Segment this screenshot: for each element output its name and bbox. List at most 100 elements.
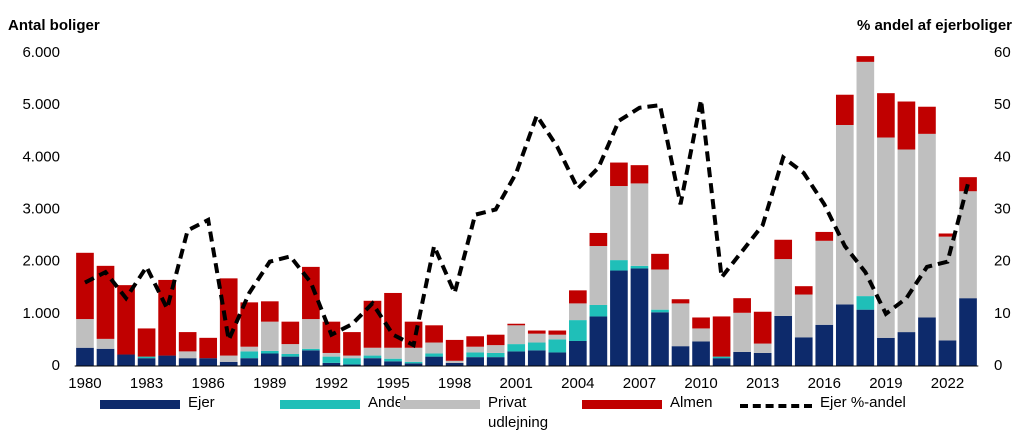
bar <box>260 321 279 351</box>
bar <box>219 355 238 362</box>
bar <box>466 336 484 347</box>
legend-swatch <box>280 400 360 409</box>
bar <box>466 357 484 366</box>
bar <box>589 246 608 305</box>
bar <box>671 299 690 304</box>
bar <box>856 296 875 310</box>
bar <box>651 269 669 310</box>
legend-swatch <box>582 400 662 409</box>
bar <box>199 337 218 359</box>
legend-item: Andel <box>280 394 463 413</box>
bar <box>835 304 854 366</box>
legend-item: Almen <box>582 394 765 413</box>
bar <box>548 330 567 335</box>
bar <box>815 240 834 325</box>
bar <box>733 298 751 313</box>
bar <box>322 321 341 353</box>
bar <box>466 346 484 353</box>
bar <box>363 355 382 359</box>
bar <box>733 351 751 366</box>
y2-tick-label: 60 <box>994 44 1011 61</box>
bar <box>507 344 526 352</box>
bar <box>918 317 936 366</box>
bar <box>486 345 505 353</box>
y-axis-title: Antal boliger <box>8 17 100 34</box>
legend-item: Ejer %-andel <box>740 394 906 413</box>
bar <box>363 358 382 366</box>
y2-tick-label: 0 <box>994 357 1002 374</box>
bar <box>589 304 608 317</box>
bar <box>569 340 587 366</box>
y-tick-label: 1.000 <box>22 305 60 322</box>
bar <box>630 165 649 184</box>
legend-swatch <box>100 400 180 409</box>
bar <box>671 303 690 347</box>
bar <box>651 309 669 313</box>
bar <box>815 324 834 366</box>
bar <box>753 311 772 344</box>
bar <box>343 332 361 356</box>
x-tick-label: 1983 <box>130 375 163 392</box>
bar <box>240 302 259 347</box>
bar <box>938 340 957 366</box>
bar <box>692 328 710 342</box>
bar <box>240 351 259 359</box>
bar <box>137 356 156 359</box>
legend-label: Privat udlejning <box>488 394 549 431</box>
bar <box>76 252 94 320</box>
bar <box>302 319 320 349</box>
bar <box>856 309 875 366</box>
bar <box>794 294 813 338</box>
legend-item: Ejer <box>100 394 283 413</box>
bar <box>877 93 895 138</box>
bar <box>117 354 135 366</box>
bar <box>527 350 546 366</box>
bar <box>692 341 710 366</box>
bar <box>589 232 608 247</box>
legend-label: Almen <box>670 394 713 411</box>
legend-swatch <box>740 404 812 408</box>
bar <box>897 101 916 150</box>
bar <box>404 347 423 362</box>
bar <box>96 265 115 339</box>
bar <box>877 337 895 366</box>
bar <box>343 358 361 365</box>
y-tick-label: 0 <box>52 357 60 374</box>
x-tick-label: 2004 <box>561 375 594 392</box>
bar <box>219 361 238 366</box>
bar <box>466 352 484 358</box>
bar <box>343 355 361 359</box>
bar <box>322 356 341 363</box>
bar <box>569 320 587 341</box>
bar <box>897 149 916 333</box>
y2-tick-label: 30 <box>994 200 1011 217</box>
y-tick-label: 6.000 <box>22 44 60 61</box>
bar <box>281 354 300 357</box>
y-tick-label: 2.000 <box>22 253 60 270</box>
bar <box>692 317 710 329</box>
bar <box>137 358 156 366</box>
bar <box>753 352 772 366</box>
bar <box>137 328 156 357</box>
bar <box>610 260 628 271</box>
y-tick-label: 3.000 <box>22 200 60 217</box>
y2-tick-label: 40 <box>994 148 1011 165</box>
bar <box>835 94 854 125</box>
bar <box>527 342 546 351</box>
bar <box>486 352 505 358</box>
bar <box>548 339 567 353</box>
bar <box>548 334 567 340</box>
bar <box>959 177 977 192</box>
bar <box>527 333 546 343</box>
bar <box>199 358 218 366</box>
line <box>84 99 970 349</box>
legend-item: Privat udlejning <box>400 394 583 433</box>
bar <box>897 332 916 366</box>
bar <box>712 358 731 366</box>
bar <box>486 357 505 366</box>
bar <box>856 61 875 297</box>
bar <box>877 137 895 338</box>
legend-label: Ejer %-andel <box>820 394 906 411</box>
legend-swatch <box>400 400 480 409</box>
bar <box>589 316 608 366</box>
